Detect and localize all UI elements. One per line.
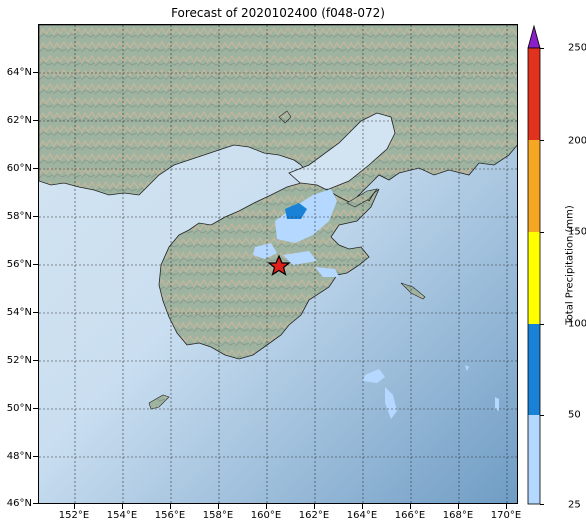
lat-tick <box>33 120 38 121</box>
colorbar-label: 250 <box>568 42 586 54</box>
lat-label: 50°N <box>6 403 32 414</box>
lat-label: 54°N <box>6 307 32 318</box>
graticule <box>39 25 517 503</box>
karaginsky-island <box>346 188 378 208</box>
lat-tick <box>33 360 38 361</box>
lat-tick <box>33 503 38 504</box>
colorbar-tick <box>540 48 544 49</box>
lat-label: 48°N <box>6 451 32 462</box>
colorbar-label: 50 <box>568 409 581 421</box>
lon-label: 166°E <box>394 510 426 521</box>
colorbar-label: 25 <box>568 499 581 511</box>
colorbar-svg <box>527 24 541 505</box>
lon-label: 164°E <box>346 510 378 521</box>
lon-label: 154°E <box>106 510 138 521</box>
colorbar-bin-100-150 <box>528 232 540 324</box>
lat-tick <box>33 312 38 313</box>
lon-label: 158°E <box>202 510 234 521</box>
colorbar-tick <box>540 504 544 505</box>
lon-label: 152°E <box>58 510 90 521</box>
lat-label: 46°N <box>6 498 32 509</box>
map-canvas <box>39 25 517 503</box>
colorbar-frame <box>527 47 541 505</box>
colorbar-label: 200 <box>568 135 586 147</box>
lon-label: 168°E <box>442 510 474 521</box>
lon-tick <box>506 504 507 509</box>
lat-tick <box>33 456 38 457</box>
lat-label: 62°N <box>6 115 32 126</box>
lon-tick <box>362 504 363 509</box>
lon-tick <box>410 504 411 509</box>
lon-tick <box>314 504 315 509</box>
lon-label: 160°E <box>250 510 282 521</box>
lat-label: 60°N <box>6 163 32 174</box>
precip-moderate <box>285 203 307 219</box>
colorbar-bin-25-50 <box>528 415 540 504</box>
colorbar-bin-200-250 <box>528 48 540 140</box>
colorbar <box>527 24 541 505</box>
precip-light <box>253 189 499 419</box>
lon-label: 156°E <box>154 510 186 521</box>
map-panel <box>38 24 518 504</box>
colorbar-bin-50-100 <box>528 324 540 415</box>
lat-label: 52°N <box>6 355 32 366</box>
lat-label: 56°N <box>6 259 32 270</box>
lat-label: 58°N <box>6 211 32 222</box>
lon-label: 162°E <box>298 510 330 521</box>
lon-tick <box>74 504 75 509</box>
lat-tick <box>33 216 38 217</box>
station-star-icon <box>267 254 291 276</box>
colorbar-tick <box>540 140 544 141</box>
lat-tick <box>33 264 38 265</box>
lon-tick <box>458 504 459 509</box>
lon-tick <box>170 504 171 509</box>
lon-tick <box>218 504 219 509</box>
colorbar-tick <box>540 232 544 233</box>
colorbar-extend-arrow <box>527 24 541 49</box>
lon-label: 170°E <box>490 510 522 521</box>
colorbar-label: 100 <box>568 318 586 330</box>
colorbar-tick <box>540 324 544 325</box>
colorbar-tick <box>540 415 544 416</box>
colorbar-bin-150-200 <box>528 140 540 232</box>
lon-tick <box>266 504 267 509</box>
lat-tick <box>33 72 38 73</box>
kuril-island <box>148 394 170 410</box>
gulf-water <box>288 112 396 192</box>
lat-tick <box>33 168 38 169</box>
lat-label: 64°N <box>6 67 32 78</box>
colorbar-title: Total Precipitation (mm) <box>564 205 576 325</box>
mainland-land <box>39 25 517 204</box>
kamchatka-land <box>158 182 380 360</box>
lon-tick <box>122 504 123 509</box>
map-title: Forecast of 2020102400 (f048-072) <box>171 6 385 20</box>
lat-tick <box>33 408 38 409</box>
colorbar-label: 150 <box>568 226 586 238</box>
